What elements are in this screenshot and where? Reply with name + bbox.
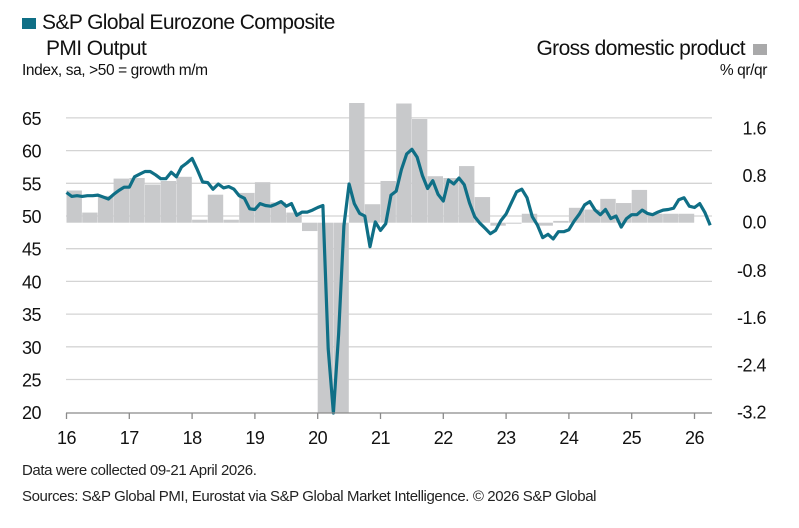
gdp-bar: [349, 103, 365, 223]
pmi-line-group: [65, 147, 712, 415]
x-tick-label: 26: [685, 428, 705, 448]
gdp-bars: [66, 103, 695, 413]
x-tick-label: 23: [497, 428, 517, 448]
gdp-bar: [474, 197, 491, 223]
gdp-bar: [270, 202, 286, 223]
gdp-bar: [678, 213, 695, 223]
pmi-legend-swatch: [22, 18, 36, 29]
gdp-bar: [192, 219, 208, 223]
x-tick-label: 19: [245, 428, 265, 448]
gdp-bar: [97, 195, 114, 223]
pmi-title-line1: S&P Global Eurozone Composite: [42, 11, 335, 34]
pmi-title-line2: PMI Output: [46, 37, 147, 60]
gdp-bar: [537, 222, 553, 226]
gdp-bar: [160, 180, 177, 223]
gdp-title: Gross domestic product: [536, 37, 745, 60]
gdp-bar: [663, 213, 679, 223]
x-tick-label: 20: [308, 428, 328, 448]
y-right-tick-label: -2.4: [737, 355, 767, 375]
y-left-tick-label: 25: [22, 371, 42, 391]
legend-right: Gross domestic product % qr/qr: [536, 36, 767, 80]
gdp-bar: [427, 176, 443, 223]
gdp-legend-swatch: [753, 44, 767, 55]
gdp-bar: [254, 182, 271, 223]
gdp-bar: [129, 178, 145, 223]
gridlines: [66, 117, 712, 381]
y-left-tick-label: 20: [22, 403, 42, 423]
gdp-bar: [443, 178, 459, 223]
pmi-subtitle: Index, sa, >50 = growth m/m: [22, 62, 208, 79]
x-tick-label: 17: [120, 428, 140, 448]
gdp-bar: [364, 204, 381, 223]
gdp-bar: [207, 194, 224, 223]
pmi-line: [65, 147, 712, 415]
gdp-bar: [521, 213, 538, 223]
y-right-tick-label: 1.6: [742, 118, 766, 138]
x-tick-label: 18: [183, 428, 203, 448]
y-right-tick-label: 0.8: [742, 166, 766, 186]
y-right-tick-label: -3.2: [737, 403, 767, 423]
gdp-bar: [506, 222, 522, 224]
gdp-bar: [553, 220, 569, 223]
y-left-tick-label: 65: [22, 109, 42, 129]
gdp-bar: [631, 189, 648, 223]
gdp-bar: [66, 190, 82, 223]
gdp-bar: [145, 184, 161, 223]
y-left-tick-label: 40: [22, 272, 42, 292]
footnote-data-collection: Data were collected 09-21 April 2026.: [22, 462, 257, 479]
footnote-sources: Sources: S&P Global PMI, Eurostat via S&…: [22, 488, 597, 505]
y-left-tick-label: 50: [22, 207, 42, 227]
x-tick-label: 22: [434, 428, 454, 448]
x-tick-label: 25: [622, 428, 642, 448]
axes: 65 60 55 50 45 40 35 30 25 20 1.6 0.8 0.0 -0.8 -1.6 -2.…: [22, 109, 767, 448]
y-right-tick-label: -0.8: [737, 261, 767, 281]
x-tick-label: 24: [559, 428, 579, 448]
gdp-bar: [647, 213, 663, 223]
gdp-bar: [286, 212, 302, 223]
gdp-bar: [302, 222, 318, 232]
y-left-tick-label: 55: [22, 174, 42, 194]
gdp-bar: [113, 178, 129, 223]
y-left-tick-label: 60: [22, 142, 42, 162]
legend-left: S&P Global Eurozone Composite PMI Output…: [22, 10, 335, 80]
y-left-tick-label: 30: [22, 338, 42, 358]
y-right-tick-label: -1.6: [737, 308, 767, 328]
y-left-tick-label: 35: [22, 305, 42, 325]
x-tick-label: 21: [371, 428, 391, 448]
gdp-bar: [239, 192, 255, 223]
x-tick-label: 16: [57, 428, 77, 448]
gdp-bar: [223, 219, 239, 223]
y-right-tick-label: 0.0: [742, 213, 766, 233]
gdp-bar: [176, 176, 192, 223]
gdp-bar: [82, 212, 98, 223]
gdp-subtitle: % qr/qr: [719, 62, 768, 79]
y-left-tick-label: 45: [22, 240, 42, 260]
